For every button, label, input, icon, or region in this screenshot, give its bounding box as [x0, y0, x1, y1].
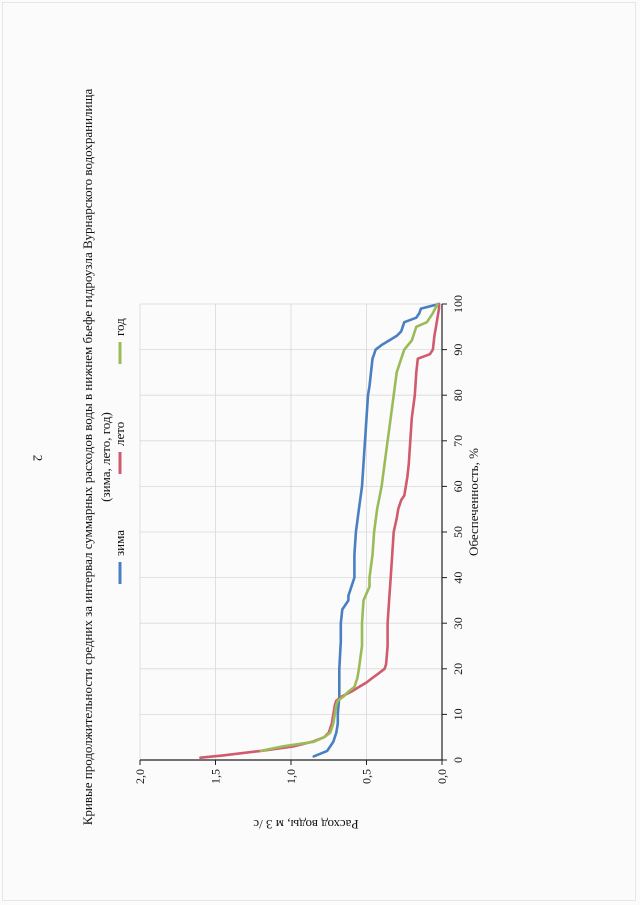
y-tick-label: 2,0 — [133, 769, 147, 784]
legend-label-лето: лето — [112, 422, 127, 446]
y-tick-label: 0,5 — [360, 769, 374, 784]
legend: зима лето год — [112, 318, 127, 584]
legend-label-год: год — [112, 318, 127, 336]
series-layer — [199, 302, 441, 759]
x-tick-label: 60 — [451, 480, 465, 492]
page-number: 2 — [30, 454, 46, 462]
y-axis-title: Расход воды, м 3 /с — [253, 817, 358, 832]
x-tick-label: 100 — [451, 295, 465, 313]
x-tick-label: 50 — [451, 526, 465, 538]
x-axis-title: Обеспеченность, % — [466, 448, 481, 556]
y-tick-label: 1,0 — [284, 769, 298, 784]
series-line-год — [259, 302, 439, 753]
series-line-зима — [312, 302, 441, 758]
x-tick-label: 20 — [451, 663, 465, 675]
x-tick-label: 0 — [451, 757, 465, 763]
x-tick-label: 30 — [451, 617, 465, 629]
y-tick-label: 0,0 — [435, 769, 449, 784]
x-tick-label: 10 — [451, 708, 465, 720]
x-tick-label: 70 — [451, 435, 465, 447]
figure: Кривые продолжительности средних за инте… — [72, 72, 492, 842]
y-tick-label: 1,5 — [209, 769, 223, 784]
x-tick-label: 80 — [451, 389, 465, 401]
x-tick-label: 90 — [451, 344, 465, 356]
chart-svg: 0 10 20 30 40 50 60 70 80 90 100 0,0 0,5 1,0 1,5 2,0 зи… — [112, 295, 481, 832]
legend-label-зима: зима — [112, 530, 127, 556]
x-tick-label: 40 — [451, 572, 465, 584]
axes: 0 10 20 30 40 50 60 70 80 90 100 0,0 0,5 1,0 1,5 2,0 — [133, 295, 465, 784]
series-line-лето — [199, 302, 441, 759]
